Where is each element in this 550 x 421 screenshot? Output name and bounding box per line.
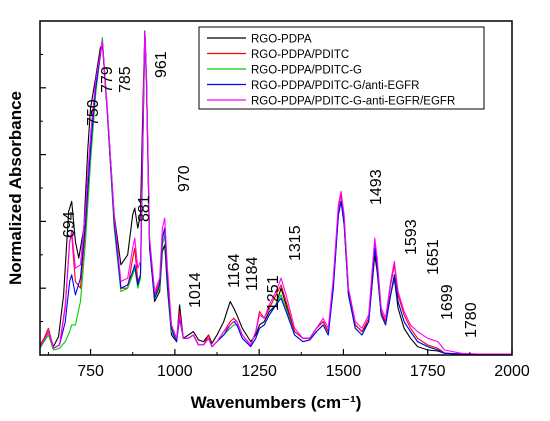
peak-label-1593: 1593 [403, 219, 420, 255]
x-tick-label-2000: 2000 [494, 363, 530, 380]
tick-layer: 750 1000 1250 1500 1750 2000 [40, 53, 530, 380]
peak-label-779: 779 [99, 66, 116, 93]
peak-label-1493: 1493 [368, 169, 385, 205]
peak-label-1251: 1251 [265, 275, 282, 311]
peak-label-694: 694 [61, 211, 78, 238]
peak-label-881: 881 [136, 195, 153, 222]
peak-label-1164: 1164 [226, 253, 243, 288]
peak-label-1651: 1651 [425, 239, 442, 275]
peak-label-1315: 1315 [287, 225, 304, 261]
legend-label-3: RGO-PDPA/PDITC-G [251, 65, 362, 77]
legend-label-4: RGO-PDPA/PDITC-G/anti-EGFR [251, 80, 419, 92]
x-tick-label-1000: 1000 [157, 363, 193, 380]
legend-label-5: RGO-PDPA/PDITC-G-anti-EGFR/EGFR [251, 96, 455, 108]
peak-label-961: 961 [153, 51, 170, 78]
peak-label-1780: 1780 [463, 302, 480, 338]
legend-box [198, 26, 485, 110]
series-line-5 [39, 30, 512, 355]
legend-label-1: RGO-PDPA [251, 34, 312, 46]
x-tick-label-1500: 1500 [326, 363, 362, 380]
series-layer [39, 30, 512, 355]
x-tick-label-750: 750 [77, 363, 104, 380]
x-tick-label-1750: 1750 [410, 363, 446, 380]
peak-label-970: 970 [176, 165, 193, 192]
x-axis-label: Wavenumbers (cm⁻¹) [191, 393, 362, 412]
legend: RGO-PDPA RGO-PDPA/PDITC RGO-PDPA/PDITC-G RG… [198, 26, 485, 110]
peak-label-1699: 1699 [439, 284, 456, 320]
peak-label-1014: 1014 [187, 272, 204, 308]
legend-label-2: RGO-PDPA/PDITC [251, 49, 349, 61]
x-tick-label-1250: 1250 [241, 363, 277, 380]
peak-label-785: 785 [117, 66, 134, 93]
y-axis-label: Normalized Absorbance [6, 91, 25, 285]
peak-label-1184: 1184 [244, 256, 261, 291]
peak-label-750: 750 [85, 99, 102, 126]
